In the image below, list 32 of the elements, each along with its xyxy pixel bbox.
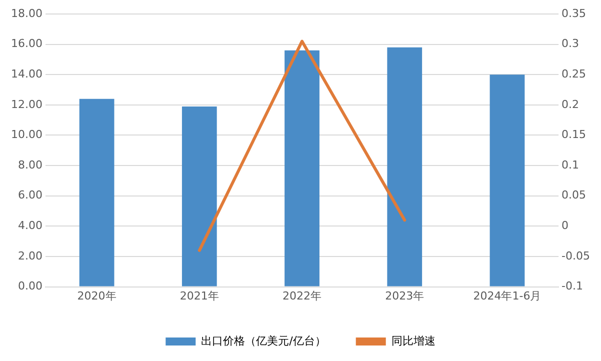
y2-tick-label: 0.3: [562, 37, 580, 50]
y-tick-label: 12.00: [10, 98, 42, 111]
x-tick-label: 2021年: [180, 289, 219, 302]
y-tick-label: 10.00: [10, 128, 42, 142]
x-tick-label: 2020年: [77, 289, 116, 302]
y-tick-label: 8.00: [18, 158, 42, 172]
y-tick-label: 6.00: [18, 188, 42, 202]
y-tick-label: 0.00: [18, 280, 42, 293]
bar: [182, 106, 217, 286]
y2-tick-label: 0.25: [562, 67, 586, 80]
legend-label: 出口价格（亿美元/亿台）: [201, 334, 326, 348]
y-tick-label: 14.00: [10, 67, 42, 80]
legend-label: 同比增速: [391, 334, 436, 348]
bar: [79, 98, 114, 286]
y-tick-label: 18.00: [10, 6, 42, 20]
y2-tick-label: -0.05: [562, 249, 590, 262]
y-tick-label: 4.00: [18, 219, 42, 232]
bar: [490, 74, 525, 286]
y2-tick-label: 0: [562, 219, 569, 232]
y-tick-label: 16.00: [10, 37, 42, 50]
y2-tick-label: 0.15: [562, 128, 586, 142]
y2-tick-label: 0.05: [562, 188, 586, 202]
bar: [387, 47, 422, 286]
x-tick-label: 2023年: [385, 289, 424, 302]
y2-tick-label: -0.1: [562, 280, 584, 293]
bar: [284, 50, 320, 286]
y2-tick-label: 0.35: [562, 6, 586, 20]
x-tick-label: 2022年: [282, 289, 322, 302]
y2-tick-label: 0.2: [562, 98, 580, 111]
y-tick-label: 2.00: [18, 249, 42, 262]
y2-tick-label: 0.1: [562, 158, 580, 172]
x-tick-label: 2024年1-6月: [473, 289, 542, 302]
